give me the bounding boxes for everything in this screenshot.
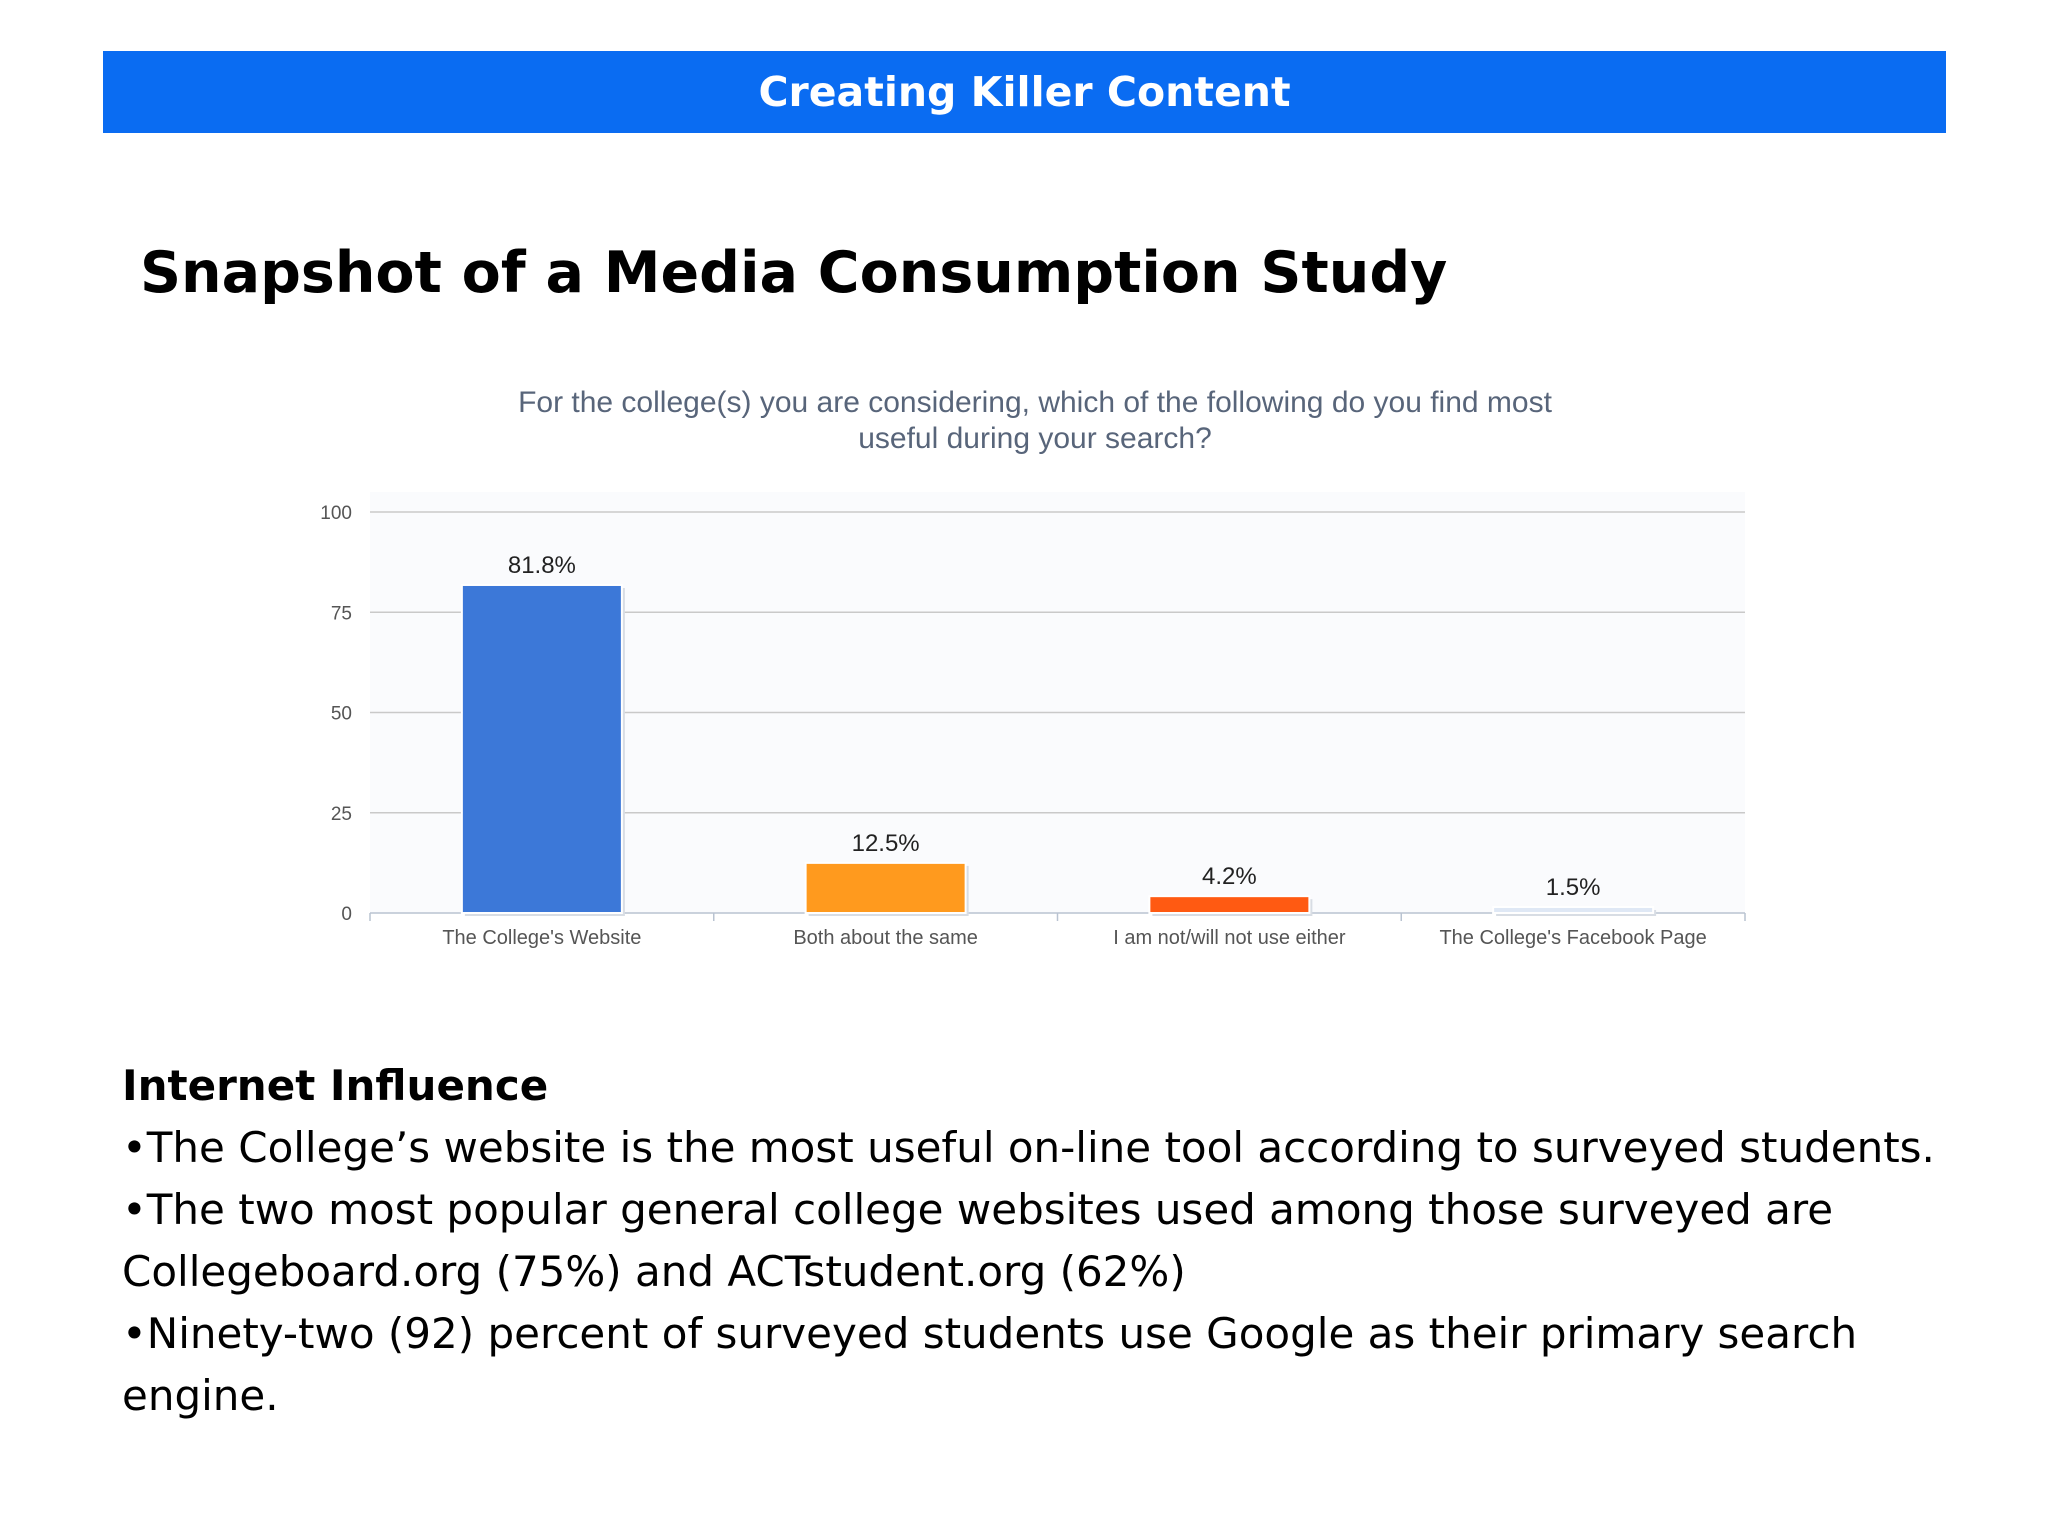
chart-plot-area: 0 25 50 75 100 81.8% The College's Website 12.5… bbox=[320, 492, 1746, 949]
bar bbox=[1492, 905, 1655, 914]
bullet-item: •The two most popular general college we… bbox=[122, 1185, 1834, 1296]
bar-chart-svg: For the college(s) you are considering, … bbox=[320, 386, 1746, 949]
x-category-label: Both about the same bbox=[793, 927, 978, 949]
chart-title-line-2: useful during your search? bbox=[858, 422, 1212, 455]
bar-chart: For the college(s) you are considering, … bbox=[300, 375, 1760, 960]
y-tick-label: 25 bbox=[331, 804, 352, 825]
body-text: Internet Influence •The College’s websit… bbox=[122, 1055, 1962, 1427]
bullet-item: •The College’s website is the most usefu… bbox=[122, 1123, 1935, 1172]
bullet-item: •Ninety-two (92) percent of surveyed stu… bbox=[122, 1309, 1858, 1420]
bar-data-label: 12.5% bbox=[852, 830, 920, 857]
chart-title-line-1: For the college(s) you are considering, … bbox=[518, 386, 1553, 419]
header-title: Creating Killer Content bbox=[758, 68, 1291, 116]
y-tick-label: 100 bbox=[320, 503, 352, 524]
y-tick-label: 75 bbox=[331, 603, 352, 624]
header-bar: Creating Killer Content bbox=[103, 51, 1946, 133]
bar-data-label: 4.2% bbox=[1202, 863, 1257, 890]
bar-data-label: 81.8% bbox=[508, 552, 576, 579]
slide-title: Snapshot of a Media Consumption Study bbox=[140, 240, 1448, 306]
bar-data-label: 1.5% bbox=[1546, 874, 1601, 901]
bar bbox=[460, 583, 623, 914]
body-heading: Internet Influence bbox=[122, 1061, 549, 1110]
x-category-label: I am not/will not use either bbox=[1113, 927, 1346, 949]
x-category-label: The College's Facebook Page bbox=[1439, 927, 1706, 949]
x-category-label: The College's Website bbox=[442, 927, 641, 949]
bar bbox=[1148, 895, 1311, 915]
bar bbox=[804, 861, 967, 914]
y-tick-label: 50 bbox=[331, 704, 352, 725]
y-tick-label: 0 bbox=[341, 904, 352, 925]
